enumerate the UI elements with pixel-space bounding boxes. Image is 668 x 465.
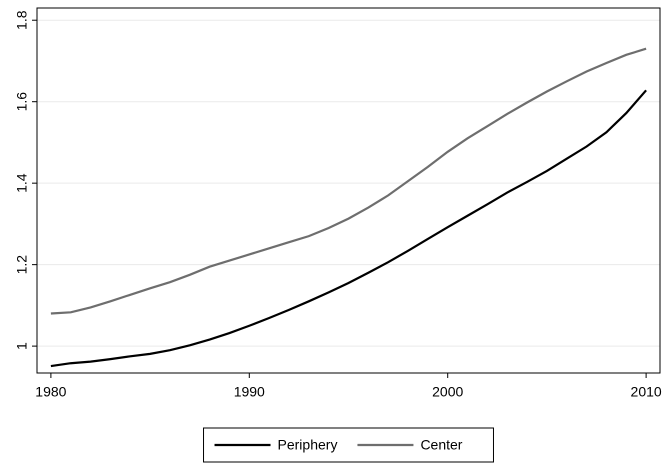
x-tick-label: 1980	[35, 384, 66, 400]
y-tick-label: 1.4	[14, 173, 30, 193]
y-tick-label: 1.8	[14, 10, 30, 30]
x-tick-label: 2000	[432, 384, 463, 400]
legend-label: Center	[420, 437, 462, 453]
plot-frame	[36, 7, 661, 374]
legend: Periphery Center	[203, 427, 494, 463]
legend-label: Periphery	[278, 437, 338, 453]
y-tick-label: 1	[14, 342, 30, 350]
x-tick-label: 1990	[234, 384, 265, 400]
y-tick-label: 1.2	[14, 255, 30, 275]
y-tick-label: 1.6	[14, 92, 30, 112]
series-line	[50, 89, 647, 368]
series-line	[50, 47, 647, 315]
x-tick-label: 2010	[631, 384, 662, 400]
